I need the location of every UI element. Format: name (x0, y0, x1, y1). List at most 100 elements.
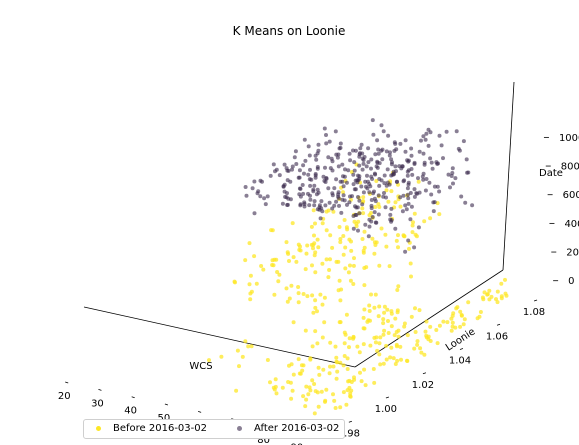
data-point (309, 224, 314, 229)
data-point (448, 185, 452, 190)
data-point (405, 186, 410, 191)
data-point (455, 305, 460, 310)
data-point (322, 295, 327, 300)
data-point (334, 199, 339, 204)
data-point (391, 356, 396, 361)
data-point (290, 221, 295, 226)
data-point (499, 281, 504, 286)
data-point (342, 218, 347, 222)
data-point (340, 162, 345, 167)
data-point (398, 141, 403, 146)
data-point (277, 173, 282, 178)
data-point (402, 234, 407, 239)
data-point (363, 222, 368, 227)
data-point (362, 326, 367, 331)
data-point (393, 316, 398, 321)
data-point (487, 288, 492, 293)
data-point (453, 325, 458, 330)
data-point (366, 160, 371, 165)
data-point (466, 300, 471, 305)
data-point (370, 118, 375, 123)
data-point (338, 237, 343, 241)
data-point (302, 137, 307, 142)
data-point (308, 388, 313, 393)
data-point (418, 346, 423, 351)
data-point (351, 172, 356, 177)
data-point (382, 304, 387, 309)
data-point (314, 192, 319, 197)
data-point (396, 245, 400, 250)
data-point (341, 363, 346, 368)
data-point (349, 239, 353, 244)
data-point (416, 179, 421, 184)
data-point (397, 164, 402, 169)
data-point (342, 354, 347, 358)
data-point (272, 292, 277, 297)
data-point (312, 241, 317, 246)
data-point (383, 205, 388, 210)
data-point (338, 240, 343, 245)
data-point (312, 199, 317, 204)
data-point (333, 406, 338, 410)
data-point (334, 152, 339, 157)
data-point (341, 234, 346, 238)
data-point (319, 206, 324, 211)
data-point (478, 310, 483, 314)
data-point (252, 254, 257, 259)
data-point (234, 388, 239, 393)
data-point (370, 177, 375, 181)
legend-marker-after (237, 426, 242, 431)
data-point (258, 194, 263, 199)
data-point (361, 342, 366, 347)
data-point (382, 328, 387, 333)
data-point (389, 219, 394, 224)
y-tick-label-2: 1.02 (412, 380, 434, 391)
data-point (381, 361, 386, 366)
data-point (421, 134, 426, 139)
data-point (423, 188, 428, 193)
data-point (436, 161, 440, 166)
data-point (437, 323, 442, 328)
data-point (409, 314, 414, 319)
data-point (249, 289, 254, 294)
data-point (421, 151, 426, 156)
data-point (347, 385, 352, 390)
data-point (341, 190, 345, 195)
data-point (356, 195, 360, 199)
data-point (389, 162, 394, 167)
data-point (423, 137, 428, 142)
y-tick-3 (459, 348, 464, 350)
data-point (298, 186, 303, 191)
data-point (291, 320, 296, 325)
data-point (318, 216, 323, 221)
data-point (368, 343, 373, 348)
data-point (366, 146, 371, 151)
data-point (367, 213, 372, 218)
data-point (332, 186, 337, 191)
data-point (371, 367, 376, 371)
data-point (271, 263, 276, 268)
data-point (422, 219, 427, 224)
data-point (252, 179, 257, 184)
data-point (356, 228, 360, 233)
data-point (376, 193, 381, 198)
data-point (272, 257, 277, 262)
data-point (365, 186, 370, 191)
data-point (311, 187, 316, 192)
data-point (327, 268, 332, 272)
x-tick-label-3: 50 (158, 413, 171, 424)
data-point (367, 190, 372, 195)
data-point (328, 340, 333, 345)
data-point (394, 342, 399, 347)
data-point (298, 194, 303, 199)
data-point (367, 224, 372, 229)
data-point (248, 273, 253, 278)
data-point (421, 177, 426, 182)
data-point (410, 172, 415, 177)
data-point (349, 248, 354, 253)
data-point (410, 230, 415, 235)
data-point (312, 183, 317, 188)
data-point (477, 314, 482, 319)
x-tick-label-1: 30 (91, 398, 104, 409)
data-point (290, 167, 294, 172)
